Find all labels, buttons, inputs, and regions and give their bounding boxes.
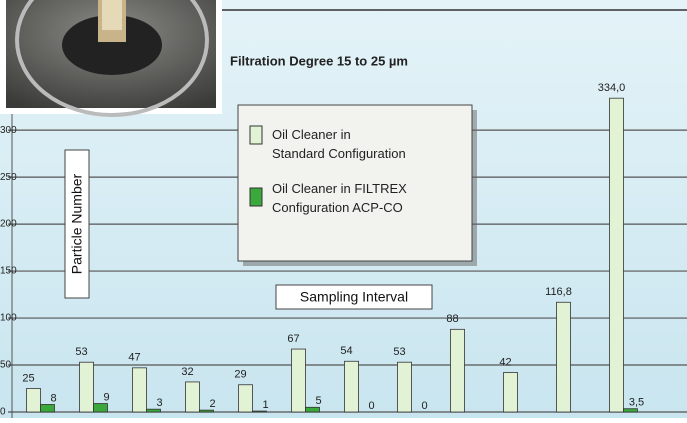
bar	[609, 97, 624, 413]
data-label: 9	[103, 391, 109, 403]
bar	[132, 367, 147, 413]
bar	[40, 404, 55, 413]
data-label: 54	[340, 345, 352, 357]
bar	[556, 301, 571, 413]
data-label: 334,0	[598, 82, 626, 94]
bar	[79, 361, 94, 413]
data-label: 32	[181, 366, 193, 378]
data-label: 2	[209, 398, 215, 410]
bar	[397, 361, 412, 413]
data-label: 53	[75, 346, 87, 358]
bar	[146, 408, 161, 413]
bar	[26, 388, 41, 413]
data-label: 8	[50, 392, 56, 404]
data-label: 1	[262, 399, 268, 411]
y-tick-label: 150	[0, 266, 17, 277]
data-label: 42	[499, 356, 511, 368]
data-label: 25	[22, 372, 34, 384]
data-label: 47	[128, 352, 140, 364]
data-label: 0	[368, 400, 374, 412]
bar	[503, 372, 518, 413]
data-label: 116,8	[545, 286, 572, 298]
y-tick-label: 50	[0, 360, 12, 371]
chart-title: Filtration Degree 15 to 25 µm	[230, 53, 408, 68]
x-label-box	[275, 284, 433, 310]
bar	[238, 384, 253, 413]
data-label: 67	[287, 333, 299, 345]
data-label: 5	[315, 395, 321, 407]
y-tick-label: 200	[0, 219, 17, 230]
bar	[93, 403, 108, 413]
bar	[305, 406, 320, 413]
bar	[185, 381, 200, 413]
y-tick-label: 100	[0, 313, 17, 324]
y-tick-label: 250	[0, 172, 17, 183]
y-label-box	[64, 149, 90, 299]
y-tick-label: 300	[0, 125, 17, 136]
legend-label: Oil Cleaner in FILTREX Configuration ACP-…	[272, 181, 407, 215]
data-label: 0	[421, 400, 427, 412]
bar	[623, 408, 638, 413]
data-label: 88	[446, 313, 458, 325]
bar	[291, 348, 306, 413]
bar	[450, 328, 465, 413]
data-label: 3,5	[629, 397, 644, 409]
bar	[199, 409, 214, 413]
bar	[252, 410, 267, 413]
data-label: 29	[234, 369, 246, 381]
y-axis-label: Particle Number	[69, 173, 85, 274]
bar	[344, 360, 359, 413]
data-label: 53	[393, 346, 405, 358]
x-axis-label: Sampling Interval	[300, 289, 408, 305]
legend-label: Oil Cleaner in Standard Configuration	[272, 127, 406, 161]
legend: Oil Cleaner in Standard Configuration Oil…	[237, 104, 477, 266]
y-tick-label: 0	[0, 407, 6, 418]
data-label: 3	[156, 397, 162, 409]
photo-inset	[0, 0, 222, 117]
